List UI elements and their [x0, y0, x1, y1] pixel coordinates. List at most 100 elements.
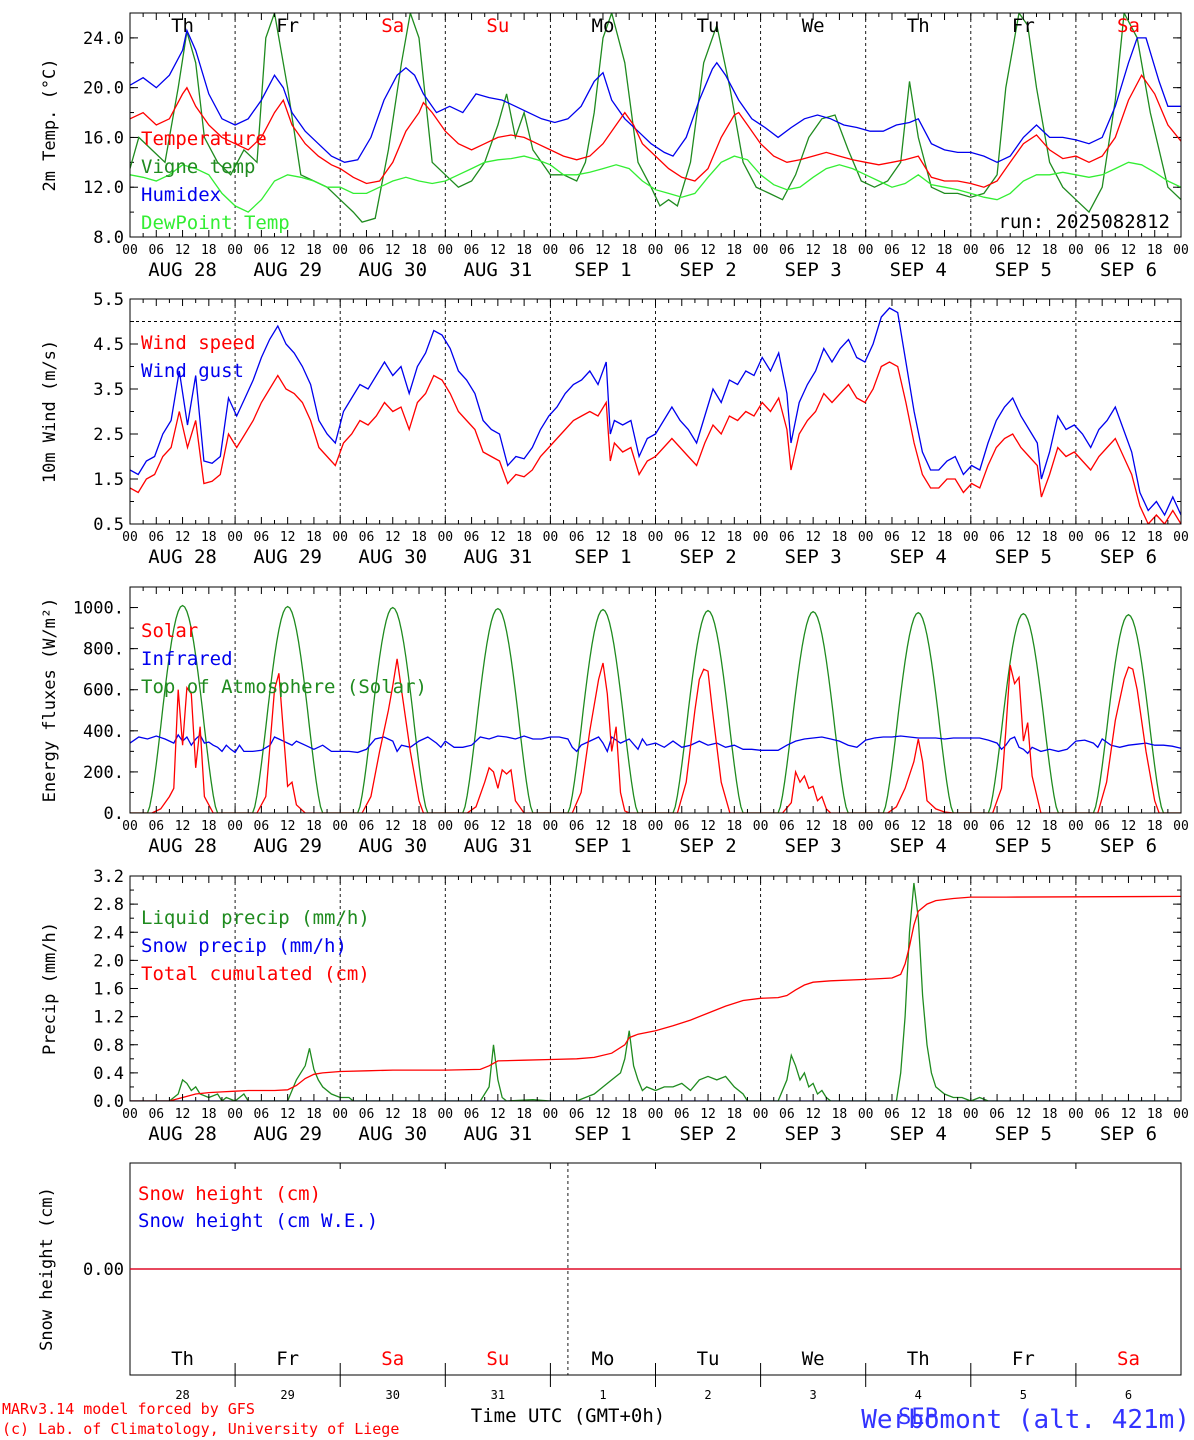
hour-tick-label: 06: [254, 530, 270, 545]
hour-tick-label: 12: [490, 530, 506, 545]
legend-entry: Vigne temp: [141, 156, 255, 178]
hour-tick-label: 00: [1173, 243, 1189, 258]
weekday-label: Su: [486, 15, 509, 37]
hour-tick-label: 00: [227, 530, 243, 545]
series-group: [130, 604, 1181, 813]
hour-tick-label: 18: [726, 530, 742, 545]
hour-tick-label: 00: [753, 243, 769, 258]
hour-tick-label: 06: [148, 530, 164, 545]
y-tick-label: 0.4: [93, 1064, 124, 1084]
hour-tick-label: 00: [858, 530, 874, 545]
hour-tick-label: 18: [726, 1107, 742, 1122]
hour-tick-label: 06: [464, 243, 480, 258]
date-label: SEP 2: [679, 259, 736, 281]
weekday-label: Fr: [276, 1348, 299, 1370]
date-label: AUG 30: [358, 1123, 427, 1145]
legend-entry: DewPoint Temp: [141, 212, 290, 234]
series-solar: [130, 658, 1181, 813]
month-label: SEP: [898, 1405, 938, 1430]
hour-tick-label: 00: [543, 243, 559, 258]
hour-tick-label: 06: [569, 819, 585, 834]
hour-tick-label: 18: [937, 1107, 953, 1122]
date-label: AUG 31: [464, 546, 533, 568]
hour-tick-label: 00: [543, 819, 559, 834]
hour-tick-label: 00: [1173, 1107, 1189, 1122]
legend-entry: Infrared: [141, 648, 233, 670]
hour-tick-label: 18: [1147, 819, 1163, 834]
hour-tick-label: 12: [910, 1107, 926, 1122]
hour-tick-label: 12: [700, 1107, 716, 1122]
date-label: AUG 29: [253, 835, 322, 857]
day-number-label: 1: [599, 1388, 606, 1402]
y-tick-label: 0.5: [93, 515, 124, 535]
y-tick-label: 0.8: [93, 1036, 124, 1056]
y-tick-label: 5.5: [93, 290, 124, 310]
hour-tick-label: 18: [306, 1107, 322, 1122]
legend-entry: Humidex: [141, 184, 221, 206]
hour-tick-label: 18: [621, 1107, 637, 1122]
date-label: SEP 1: [574, 259, 631, 281]
date-label: SEP 4: [890, 1123, 947, 1145]
station-label: Werbomont (alt. 421m): [861, 1405, 1190, 1435]
y-tick-label: 1000.: [73, 599, 124, 619]
date-label: SEP 1: [574, 1123, 631, 1145]
hour-tick-label: 06: [674, 819, 690, 834]
hour-tick-label: 00: [437, 243, 453, 258]
hour-tick-label: 06: [779, 819, 795, 834]
credit-line-2: (c) Lab. of Climatology, University of L…: [2, 1420, 399, 1438]
hour-tick-label: 18: [201, 530, 217, 545]
panel-precip: 0.0 0.4 0.8 1.2 1.6 2.0 2.4 2.8 3.2 Precip (mm/h)…: [40, 867, 1189, 1145]
hour-tick-label: 00: [332, 1107, 348, 1122]
series-group: [130, 307, 1181, 524]
y-tick-label: 600.: [83, 681, 124, 701]
hour-tick-label: 12: [910, 819, 926, 834]
hour-tick-label: 12: [700, 819, 716, 834]
hour-tick-label: 12: [805, 1107, 821, 1122]
series-group: [130, 13, 1181, 223]
legend-entry: Solar: [141, 620, 198, 642]
hour-tick-label: 18: [516, 1107, 532, 1122]
y-tick-label: 16.0: [83, 128, 124, 148]
date-label: SEP 5: [995, 546, 1052, 568]
hour-tick-label: 06: [989, 1107, 1005, 1122]
y-tick-label: 3.5: [93, 380, 124, 400]
date-label: AUG 30: [358, 546, 427, 568]
hour-tick-label: 06: [359, 819, 375, 834]
date-label: SEP 3: [785, 835, 842, 857]
date-label: SEP 5: [995, 259, 1052, 281]
date-label: SEP 1: [574, 546, 631, 568]
hour-tick-label: 18: [306, 819, 322, 834]
hour-tick-label: 06: [569, 243, 585, 258]
day-number-label: 29: [280, 1388, 294, 1402]
credit-line-1: MARv3.14 model forced by GFS: [2, 1400, 255, 1418]
day-number-label: 4: [915, 1388, 922, 1402]
hour-tick-label: 18: [726, 243, 742, 258]
day-number-label: 3: [810, 1388, 817, 1402]
hour-tick-label: 18: [1042, 530, 1058, 545]
hour-tick-label: 18: [306, 243, 322, 258]
y-tick-label: 4.5: [93, 335, 124, 355]
hour-tick-label: 06: [254, 243, 270, 258]
hour-tick-label: 12: [175, 1107, 191, 1122]
legend-entry: Wind gust: [141, 360, 244, 382]
hour-tick-label: 06: [464, 530, 480, 545]
hour-tick-label: 00: [227, 1107, 243, 1122]
plot-frame: [129, 298, 1182, 525]
date-label: SEP 6: [1100, 259, 1157, 281]
date-label: AUG 31: [464, 1123, 533, 1145]
day-number-label: 30: [386, 1388, 400, 1402]
y-tick-label: 400.: [83, 722, 124, 742]
hour-tick-label: 06: [1094, 530, 1110, 545]
hour-tick-label: 00: [1068, 819, 1084, 834]
hour-tick-label: 12: [385, 530, 401, 545]
panel-wind: 0.5 1.5 2.5 3.5 4.5 5.5 10m Wind (m/s) Wind spe…: [40, 290, 1189, 568]
weekday-label: Mo: [592, 1348, 615, 1370]
date-label: AUG 31: [464, 835, 533, 857]
hour-tick-label: 18: [306, 530, 322, 545]
hour-tick-label: 18: [832, 243, 848, 258]
legend-entry: Snow height (cm): [138, 1183, 321, 1205]
date-label: AUG 30: [358, 259, 427, 281]
hour-tick-label: 12: [595, 530, 611, 545]
hour-tick-label: 12: [1016, 819, 1032, 834]
weekday-label: Sa: [381, 1348, 404, 1370]
